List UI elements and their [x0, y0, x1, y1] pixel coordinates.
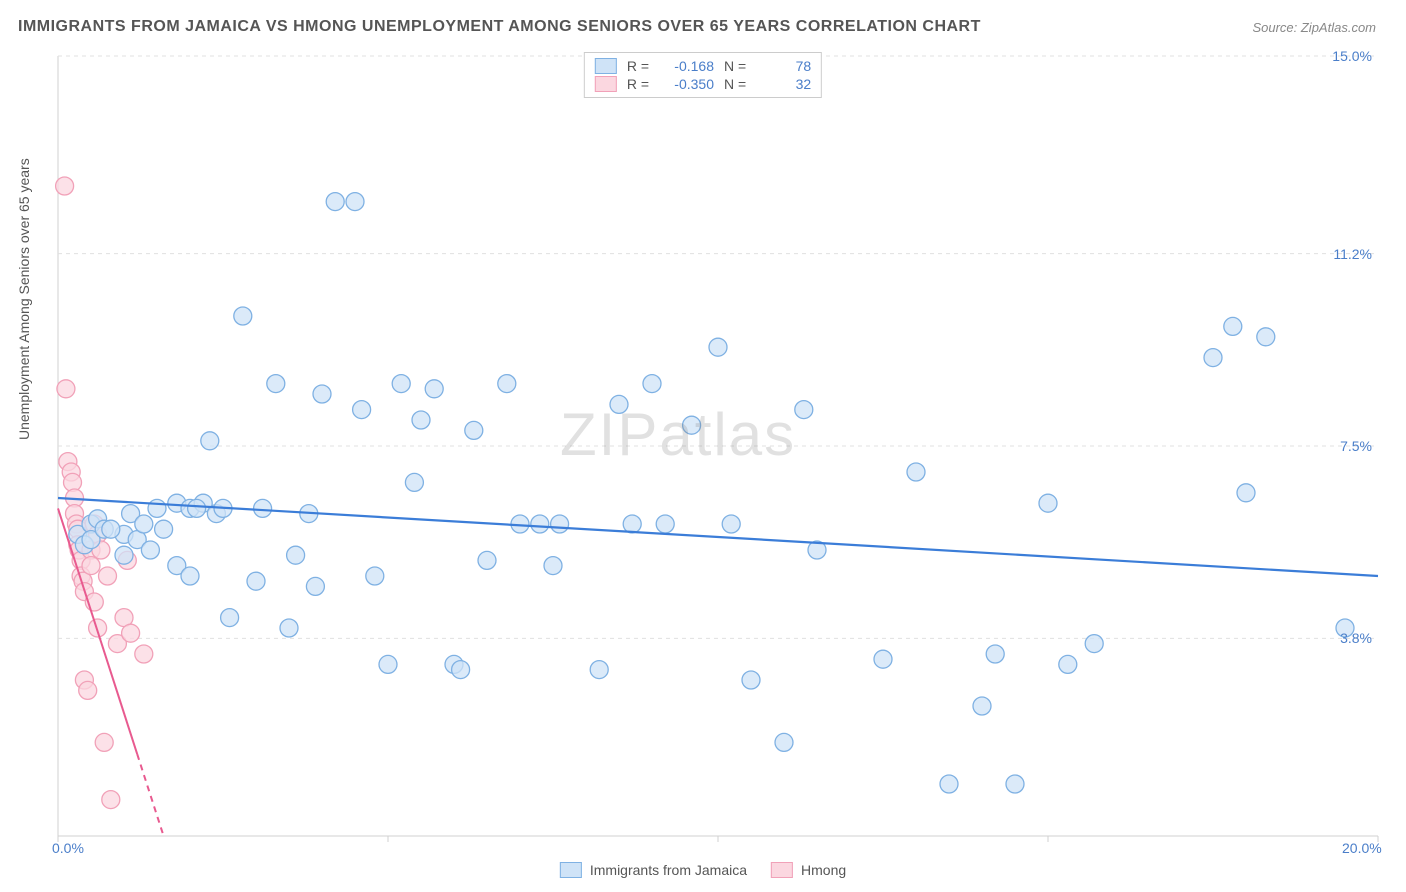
- source-attribution: Source: ZipAtlas.com: [1252, 20, 1376, 35]
- n-label: N =: [724, 58, 746, 74]
- correlation-stats-legend: R = -0.168 N = 78 R = -0.350 N = 32: [584, 52, 822, 98]
- chart-plot-area: [48, 46, 1388, 856]
- swatch-series-1: [595, 58, 617, 74]
- y-axis-label: Unemployment Among Seniors over 65 years: [16, 158, 32, 440]
- chart-title: IMMIGRANTS FROM JAMAICA VS HMONG UNEMPLO…: [18, 18, 981, 36]
- swatch-series-2: [771, 862, 793, 878]
- x-tick-label: 0.0%: [52, 840, 84, 856]
- n-value-2: 32: [756, 76, 811, 92]
- y-tick-label: 7.5%: [1340, 438, 1372, 454]
- swatch-series-1: [560, 862, 582, 878]
- y-tick-label: 15.0%: [1332, 48, 1372, 64]
- r-label: R =: [627, 76, 649, 92]
- stats-row-series-1: R = -0.168 N = 78: [595, 57, 811, 75]
- n-value-1: 78: [756, 58, 811, 74]
- r-value-2: -0.350: [659, 76, 714, 92]
- legend-item-1: Immigrants from Jamaica: [560, 862, 747, 878]
- r-value-1: -0.168: [659, 58, 714, 74]
- r-label: R =: [627, 58, 649, 74]
- x-tick-label: 20.0%: [1342, 840, 1382, 856]
- series-legend: Immigrants from Jamaica Hmong: [560, 862, 846, 878]
- legend-item-2: Hmong: [771, 862, 846, 878]
- y-tick-label: 11.2%: [1333, 246, 1372, 262]
- y-tick-label: 3.8%: [1340, 630, 1372, 646]
- stats-row-series-2: R = -0.350 N = 32: [595, 75, 811, 93]
- swatch-series-2: [595, 76, 617, 92]
- legend-label-2: Hmong: [801, 862, 846, 878]
- n-label: N =: [724, 76, 746, 92]
- scatter-chart-svg: [48, 46, 1388, 856]
- legend-label-1: Immigrants from Jamaica: [590, 862, 747, 878]
